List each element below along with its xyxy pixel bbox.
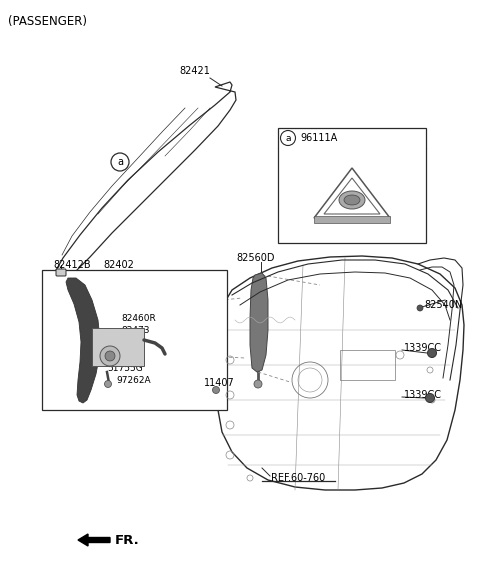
Text: 82560D: 82560D	[236, 253, 275, 263]
Bar	[340, 350, 395, 380]
Bar	[42, 270, 227, 410]
Bar	[314, 216, 390, 223]
Circle shape	[428, 349, 436, 357]
Bar	[278, 128, 426, 243]
Text: 11407: 11407	[204, 378, 235, 388]
Circle shape	[100, 346, 120, 366]
Ellipse shape	[344, 195, 360, 205]
Circle shape	[417, 305, 423, 311]
Text: 82540N: 82540N	[424, 300, 462, 310]
Polygon shape	[66, 278, 100, 403]
FancyArrow shape	[78, 534, 110, 546]
Text: 82412B: 82412B	[53, 260, 91, 270]
Circle shape	[254, 380, 262, 388]
Text: a: a	[285, 133, 291, 143]
Text: a: a	[117, 157, 123, 167]
Polygon shape	[250, 273, 268, 372]
Bar	[92, 328, 144, 366]
Text: 82402: 82402	[103, 260, 134, 270]
Text: REF.60-760: REF.60-760	[271, 473, 325, 483]
Text: 1339CC: 1339CC	[404, 343, 442, 353]
Text: FR.: FR.	[115, 534, 140, 546]
Text: 82421: 82421	[180, 66, 210, 76]
Text: 1339CC: 1339CC	[404, 390, 442, 400]
Circle shape	[105, 351, 115, 361]
FancyBboxPatch shape	[56, 269, 66, 276]
Text: 97262A: 97262A	[116, 376, 151, 384]
Circle shape	[213, 386, 219, 393]
Text: 82473: 82473	[121, 326, 149, 335]
Text: (PASSENGER): (PASSENGER)	[8, 15, 87, 28]
Text: 51755G: 51755G	[107, 363, 143, 373]
Circle shape	[425, 393, 434, 403]
Text: 82460R: 82460R	[121, 313, 156, 322]
Text: 96111A: 96111A	[300, 133, 337, 143]
Circle shape	[105, 380, 111, 387]
Ellipse shape	[339, 191, 365, 209]
